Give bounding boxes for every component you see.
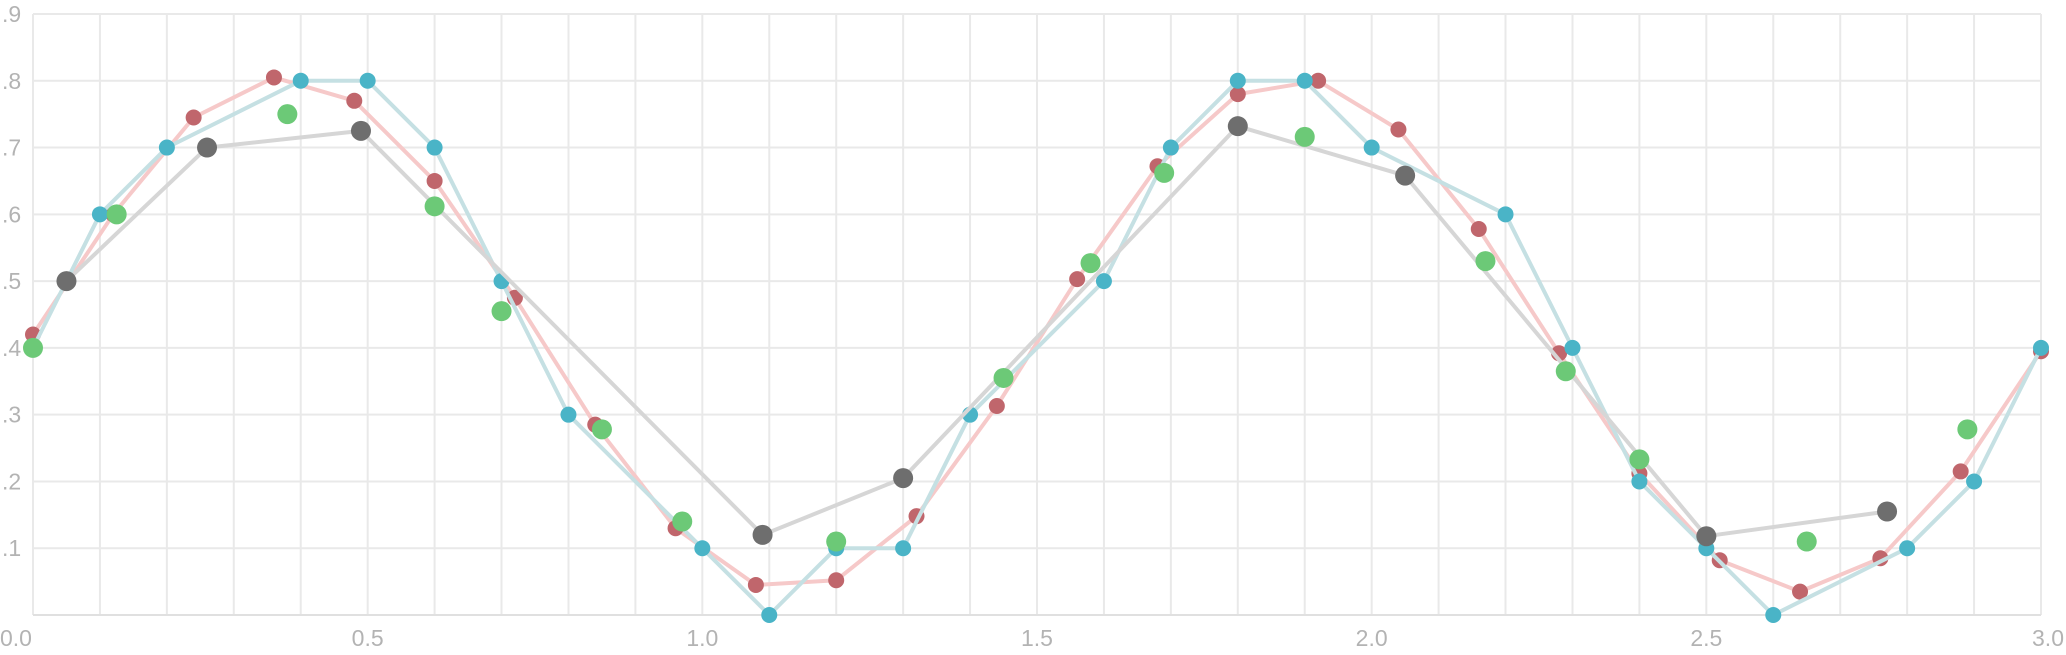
grid-lines (32, 13, 2042, 615)
data-point (426, 139, 443, 156)
y-tick-label: .7 (2, 135, 21, 161)
x-tick-label: 1.0 (686, 625, 718, 651)
y-tick-label: .9 (2, 1, 21, 27)
data-point (1796, 531, 1817, 552)
y-tick-label: .8 (2, 68, 21, 94)
series-4 (23, 104, 1978, 552)
data-point (491, 301, 512, 322)
data-point (1475, 251, 1496, 272)
data-point (895, 540, 912, 557)
data-point (346, 92, 363, 109)
x-tick-label: 1.5 (1021, 625, 1053, 651)
y-tick-label: .4 (2, 335, 21, 361)
series-line (31, 78, 2043, 617)
data-point (277, 104, 298, 125)
data-point (2033, 339, 2049, 356)
x-tick-label: 2.5 (1690, 625, 1722, 651)
data-point (1629, 449, 1650, 470)
data-point (424, 196, 445, 217)
x-tick-label: 0.5 (352, 625, 384, 651)
series-layer (23, 69, 2049, 623)
data-point (1631, 473, 1648, 490)
y-tick-label: .6 (2, 201, 21, 227)
series-line (65, 124, 1888, 539)
data-point (1564, 339, 1581, 356)
data-point (1229, 72, 1246, 89)
data-point (158, 139, 175, 156)
data-point (1095, 273, 1112, 290)
data-point (426, 172, 443, 189)
y-tick-label: .3 (2, 402, 21, 428)
data-point (197, 137, 218, 158)
data-point (1470, 221, 1487, 238)
y-tick-label: .1 (2, 535, 21, 561)
data-point (1555, 361, 1576, 382)
data-point (1162, 139, 1179, 156)
data-point (1310, 72, 1327, 89)
data-point (185, 109, 202, 126)
data-point (1080, 253, 1101, 274)
data-point (591, 419, 612, 440)
data-point (1952, 463, 1969, 480)
data-point (1363, 139, 1380, 156)
y-tick-label: .2 (2, 468, 21, 494)
data-point (1154, 162, 1175, 183)
data-point (752, 524, 773, 545)
data-point (350, 120, 371, 141)
y-tick-label: .5 (2, 268, 21, 294)
data-point (988, 397, 1005, 414)
data-point (1294, 126, 1315, 147)
data-point (747, 576, 764, 593)
data-point (1395, 165, 1416, 186)
data-point (265, 69, 282, 86)
data-point (1966, 473, 1983, 490)
data-point (1877, 501, 1898, 522)
data-point (1069, 271, 1086, 288)
data-point (56, 271, 77, 292)
data-point (23, 337, 43, 358)
data-point (828, 572, 845, 589)
data-point (893, 468, 914, 489)
data-point (672, 511, 693, 532)
data-point (1227, 116, 1248, 137)
data-point (1229, 86, 1246, 103)
data-point (1899, 540, 1916, 557)
data-point (1296, 72, 1313, 89)
data-point (1792, 583, 1809, 600)
series-3 (56, 116, 1898, 547)
data-point (1765, 607, 1782, 623)
data-point (694, 540, 711, 557)
data-point (91, 206, 108, 223)
data-point (761, 607, 778, 623)
data-point (993, 367, 1014, 388)
data-point (1696, 526, 1717, 547)
data-point (1497, 206, 1514, 223)
data-point (1390, 121, 1407, 138)
data-point (560, 406, 577, 423)
data-point (1957, 419, 1978, 440)
x-tick-label: 3.0 (2032, 625, 2064, 651)
data-point (826, 531, 847, 552)
data-point (106, 204, 127, 225)
data-point (292, 72, 309, 89)
x-tick-label: 0.0 (0, 625, 32, 651)
data-point (359, 72, 376, 89)
x-tick-label: 2.0 (1356, 625, 1388, 651)
